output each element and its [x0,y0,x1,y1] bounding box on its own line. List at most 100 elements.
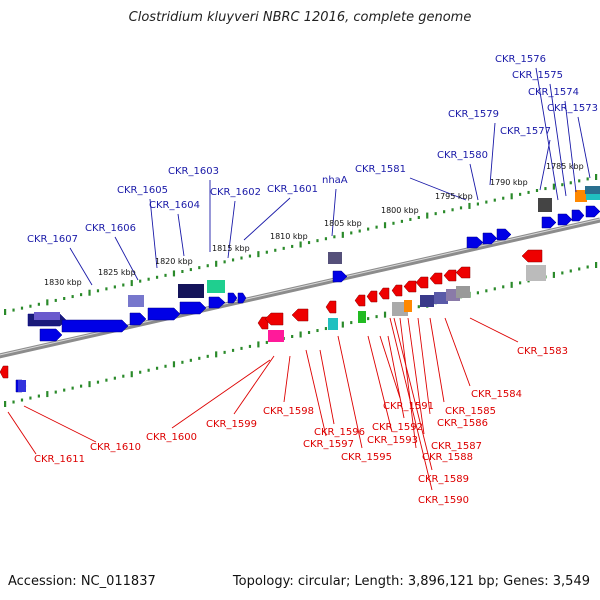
bottom-gene-label[interactable]: CKR_1583 [517,346,568,357]
gene-feature-box [526,265,546,281]
top-gene-label[interactable]: CKR_1579 [448,109,499,120]
top-tick [96,289,100,293]
top-gene-label[interactable]: CKR_1573 [547,103,598,114]
scale-label: 1790 kbp [490,178,528,187]
top-tick [20,306,24,310]
top-tick [172,270,176,277]
bottom-gene-label[interactable]: CKR_1596 [314,427,365,438]
gene-track [0,186,600,393]
forward-gene-arrow [557,213,573,226]
bottom-tick [291,334,294,338]
bottom-leader-line [407,317,425,435]
gene-feature-box [420,295,434,307]
top-tick [54,298,57,302]
top-tick [350,231,353,235]
top-gene-label[interactable]: CKR_1580 [437,150,488,161]
top-tick [383,222,387,229]
reverse-gene-arrow [378,287,390,300]
top-gene-label[interactable]: CKR_1574 [528,87,579,98]
top-gene-label[interactable]: CKR_1602 [210,187,261,198]
scale-label: 1825 kbp [98,268,136,277]
bottom-gene-label[interactable]: CKR_1611 [34,454,85,465]
scale-label: 1810 kbp [270,232,308,241]
top-tick [417,216,420,219]
bottom-tick [215,351,218,358]
bottom-gene-label[interactable]: CKR_1593 [367,435,418,446]
top-gene-label[interactable]: CKR_1601 [267,184,318,195]
top-leader-line [227,200,236,259]
bottom-tick [265,340,268,344]
top-gene-label[interactable]: CKR_1605 [117,185,168,196]
top-tick-track [4,174,598,315]
top-gene-label[interactable]: CKR_1576 [495,54,546,65]
bottom-gene-label[interactable]: CKR_1587 [431,441,482,452]
top-gene-label[interactable]: CKR_1581 [355,164,406,175]
top-tick [291,244,294,248]
top-leader-line [549,83,567,197]
bottom-gene-label[interactable]: CKR_1598 [263,406,314,417]
top-tick [79,293,83,297]
reverse-gene-arrow [443,269,457,282]
bottom-gene-label[interactable]: CKR_1588 [422,452,473,463]
reverse-gene-arrow [366,290,378,303]
top-tick [105,287,108,291]
top-gene-label[interactable]: nhaA [322,175,348,186]
top-tick [434,212,437,216]
bottom-gene-label[interactable]: CKR_1585 [445,406,496,417]
bottom-leader-line [337,335,363,449]
bottom-gene-label[interactable]: CKR_1591 [383,401,434,412]
bottom-gene-label[interactable]: CKR_1599 [206,419,257,430]
bottom-tick [324,327,328,331]
bottom-gene-label[interactable]: CKR_1590 [418,495,469,506]
bottom-tick [206,354,209,358]
top-tick [375,225,378,229]
bottom-tick [96,380,100,384]
bottom-tick [4,401,7,407]
top-tick [257,251,260,258]
reverse-gene-arrow [0,365,9,379]
bottom-gene-label[interactable]: CKR_1610 [90,442,141,453]
bottom-tick [510,281,513,288]
top-gene-label[interactable]: CKR_1603 [168,166,219,177]
bottom-tick [586,265,589,269]
top-gene-label[interactable]: CKR_1575 [512,70,563,81]
top-gene-label[interactable]: CKR_1606 [85,223,136,234]
top-leader-line [409,177,467,201]
bottom-gene-label[interactable]: CKR_1589 [418,474,469,485]
bottom-leader-line [171,359,271,429]
top-tick [485,200,488,204]
top-tick [215,260,218,267]
top-leader-line [535,67,559,201]
top-tick [392,221,395,225]
bottom-gene-label[interactable]: CKR_1584 [471,389,522,400]
bottom-tick [231,348,235,352]
bottom-gene-label[interactable]: CKR_1600 [146,432,197,443]
bottom-gene-label[interactable]: CKR_1597 [303,439,354,450]
bottom-tick [375,315,378,319]
bottom-tick [561,271,564,275]
top-tick [316,239,319,243]
gene-feature-box [358,311,366,323]
top-tick [451,208,454,212]
bottom-tick [147,368,150,372]
top-tick [265,250,268,254]
top-gene-label[interactable]: CKR_1607 [27,234,78,245]
bottom-leader-line [393,317,433,471]
top-tick [231,258,235,262]
top-leader-line [539,139,551,191]
bottom-tick [350,321,353,325]
top-tick [443,210,446,214]
top-gene-label[interactable]: CKR_1577 [500,126,551,137]
bottom-gene-label[interactable]: CKR_1595 [341,452,392,463]
top-gene-label[interactable]: CKR_1604 [149,200,200,211]
top-tick [299,241,302,248]
top-tick [341,231,344,238]
top-leader-line [489,122,496,186]
bottom-gene-label[interactable]: CKR_1586 [437,418,488,429]
top-leader-line [564,100,577,193]
bottom-gene-label[interactable]: CKR_1592 [372,422,423,433]
forward-gene-arrow [585,205,600,218]
reverse-gene-arrow [291,308,309,322]
forward-gene-arrow [147,307,181,321]
